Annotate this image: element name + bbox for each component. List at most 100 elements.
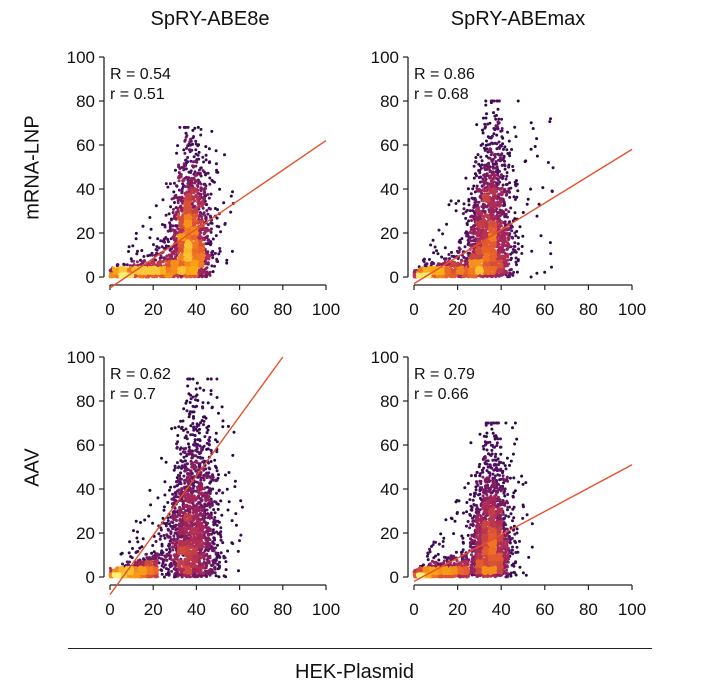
scatter-point [503,164,507,168]
scatter-point [195,179,199,183]
scatter-point [166,260,170,264]
scatter-point [184,131,188,135]
scatter-point [489,147,493,151]
scatter-point [168,182,172,186]
scatter-point [165,257,169,261]
scatter-point [200,219,204,223]
scatter-point [181,241,185,245]
scatter-point [180,191,184,195]
scatter-point [193,170,197,174]
scatter-point [503,240,507,244]
scatter-point [491,181,495,185]
scatter-point [174,195,178,199]
scatter-point [477,200,481,204]
scatter-point [510,225,514,229]
scatter-point [195,210,199,214]
scatter-point [218,247,222,250]
scatter-point [201,155,205,159]
scatter-point [186,239,189,243]
scatter-point [195,230,199,234]
scatter-point [505,182,509,186]
scatter-point [515,263,518,267]
scatter-point [495,113,498,117]
scatter-point [432,251,436,255]
scatter-point [430,261,434,265]
scatter-point [199,166,203,170]
scatter-point [165,254,169,258]
scatter-point [186,125,190,129]
scatter-point [498,245,501,249]
scatter-point [204,273,208,277]
scatter-point [481,205,485,209]
scatter-point [502,154,506,158]
x-tick-label: 0 [409,300,418,319]
scatter-point [209,192,213,196]
scatter-point [191,128,195,132]
scatter-point [492,111,495,115]
scatter-point [499,270,502,274]
scatter-point [513,211,517,215]
scatter-point [485,112,488,116]
scatter-point [203,199,207,203]
scatter-point [213,251,217,255]
scatter-point [516,236,520,240]
scatter-point [499,153,503,157]
scatter-point [454,202,458,205]
scatter-point [181,269,185,273]
scatter-point [187,176,191,180]
scatter-point [500,192,504,196]
scatter-point [203,186,207,190]
scatter-point [482,209,486,213]
scatter-point [500,127,504,130]
scatter-point [183,250,187,254]
scatter-point [199,269,203,273]
scatter-point [180,252,184,256]
scatter-point [475,186,479,190]
scatter-point [435,249,438,253]
scatter-point [168,221,172,225]
scatter-point [154,204,158,208]
scatter-point [498,223,501,227]
scatter-point [479,155,483,159]
scatter-point [180,187,184,191]
scatter-point [195,239,199,243]
scatter-point [488,232,492,236]
scatter-point [500,135,504,139]
scatter-point [186,180,190,184]
scatter-point [197,150,201,154]
scatter-point [225,261,229,265]
scatter-point [204,242,208,246]
scatter-point [161,198,165,202]
scatter-point [484,99,488,103]
scatter-point [509,258,513,262]
scatter-point [460,270,464,273]
scatter-point [505,192,509,196]
scatter-point [539,234,543,238]
scatter-point [507,242,511,246]
y-tick-label: 60 [76,136,95,155]
scatter-point [510,229,514,233]
scatter-point [135,260,139,264]
scatter-point [207,206,211,210]
scatter-point [469,265,473,269]
scatter-point [513,217,517,221]
scatter-point [183,138,187,142]
scatter-point [487,161,491,165]
scatter-point [230,249,234,253]
scatter-point [205,209,209,212]
scatter-point [499,248,503,252]
scatter-point [190,188,194,192]
scatter-point [467,203,471,207]
scatter-point [500,186,504,190]
scatter-point [492,132,496,136]
scatter-point [177,188,181,192]
y-tick-label: 80 [380,92,399,111]
scatter-point [215,168,219,172]
scatter-point [484,103,488,107]
scatter-point [465,262,469,266]
scatter-point [499,213,503,217]
scatter-point [176,227,180,231]
scatter-point [190,184,194,188]
scatter-point [550,189,554,193]
scatter-point [489,242,493,246]
